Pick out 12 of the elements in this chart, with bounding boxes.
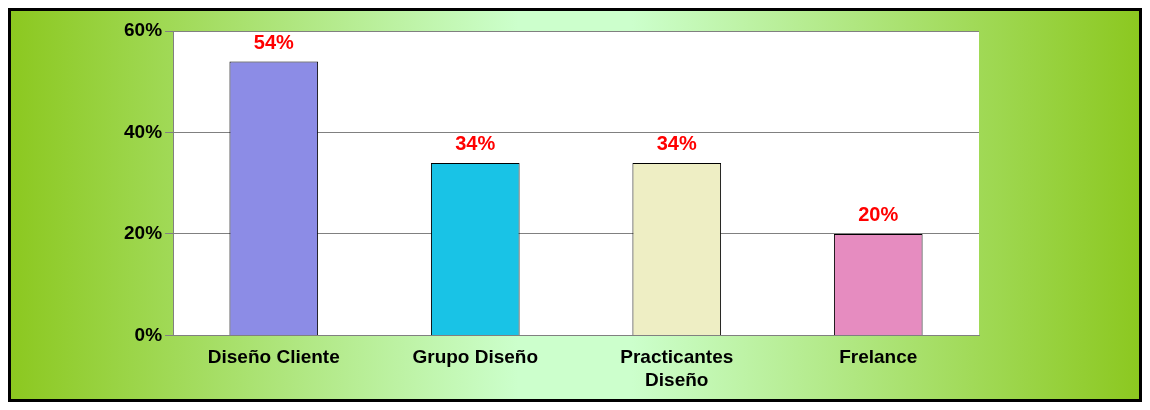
data-label: 34% [455,132,496,155]
x-tick-label: Practicantes Diseño [620,346,734,390]
y-tick-label: 0% [134,323,163,345]
data-label: 34% [656,132,697,155]
y-tick-label: 40% [124,120,163,142]
x-tick-label: Diseño Cliente [207,346,340,368]
y-tick-label: 60% [124,19,163,41]
data-label: 54% [253,30,294,53]
x-tick-label: Frelance [839,346,918,368]
y-tick-label: 20% [124,222,163,244]
x-tick-label: Grupo Diseño [412,346,539,368]
data-label: 20% [858,203,899,226]
